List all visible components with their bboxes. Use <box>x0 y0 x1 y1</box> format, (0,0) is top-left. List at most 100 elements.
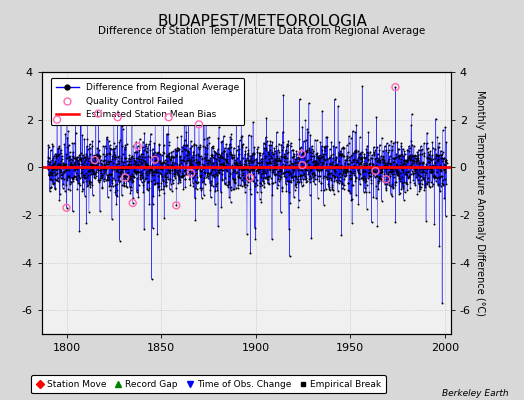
Point <box>110 164 118 171</box>
Point <box>262 147 270 154</box>
Point <box>273 185 281 191</box>
Point <box>84 155 93 161</box>
Point <box>108 156 116 163</box>
Point <box>105 170 113 177</box>
Point <box>213 172 222 178</box>
Point <box>347 169 356 175</box>
Point <box>353 168 362 175</box>
Point <box>56 167 64 173</box>
Point <box>184 152 192 158</box>
Point <box>203 145 211 151</box>
Point <box>170 171 178 178</box>
Point <box>356 151 365 157</box>
Point <box>374 157 383 164</box>
Point <box>373 144 381 150</box>
Point <box>357 148 366 155</box>
Point <box>414 157 422 164</box>
Point <box>391 178 399 185</box>
Point <box>368 161 376 167</box>
Point <box>386 160 394 166</box>
Point <box>398 165 406 171</box>
Point <box>239 140 247 147</box>
Point <box>317 154 325 160</box>
Point <box>222 159 230 165</box>
Point <box>123 173 132 180</box>
Point <box>340 182 348 188</box>
Point <box>430 174 438 181</box>
Point <box>250 151 258 158</box>
Point <box>150 152 159 158</box>
Point <box>198 168 206 174</box>
Point <box>159 159 168 165</box>
Point <box>215 166 224 172</box>
Point <box>129 143 137 150</box>
Point <box>300 155 309 162</box>
Point <box>373 223 381 229</box>
Point <box>157 166 165 172</box>
Point <box>283 178 291 184</box>
Point <box>54 161 63 168</box>
Point <box>181 176 189 182</box>
Point <box>160 190 169 196</box>
Point <box>290 152 298 159</box>
Point <box>253 158 261 165</box>
Point <box>312 154 321 160</box>
Point <box>271 157 279 163</box>
Point <box>235 175 244 182</box>
Point <box>318 180 326 187</box>
Point <box>97 172 106 178</box>
Point <box>214 157 223 164</box>
Point <box>283 141 291 147</box>
Point <box>60 168 68 175</box>
Point <box>346 168 354 174</box>
Point <box>249 119 257 125</box>
Point <box>342 172 350 178</box>
Point <box>219 162 227 169</box>
Point <box>163 174 171 180</box>
Point <box>113 161 121 167</box>
Point <box>181 142 190 148</box>
Point <box>47 169 55 176</box>
Point <box>335 178 344 184</box>
Point <box>357 156 366 162</box>
Point <box>280 152 288 159</box>
Point <box>434 182 443 188</box>
Point <box>315 157 323 164</box>
Point <box>156 151 165 157</box>
Point <box>377 176 385 182</box>
Point <box>370 152 378 158</box>
Point <box>408 160 417 166</box>
Point <box>377 176 386 182</box>
Point <box>116 168 125 174</box>
Point <box>225 180 234 187</box>
Point <box>308 153 316 159</box>
Point <box>151 180 160 186</box>
Point <box>340 176 348 182</box>
Point <box>179 171 187 178</box>
Point <box>226 134 234 140</box>
Point <box>328 160 336 167</box>
Point <box>361 185 369 192</box>
Point <box>58 152 66 159</box>
Point <box>185 159 194 166</box>
Point <box>197 168 205 174</box>
Point <box>417 184 425 191</box>
Point <box>146 154 154 160</box>
Point <box>55 164 63 171</box>
Point <box>402 157 411 164</box>
Point <box>409 153 418 159</box>
Point <box>357 160 365 167</box>
Point <box>103 174 112 180</box>
Point <box>275 178 283 184</box>
Point <box>184 157 193 163</box>
Point <box>62 151 70 157</box>
Point <box>403 175 412 181</box>
Point <box>96 167 105 174</box>
Point <box>384 171 392 177</box>
Point <box>412 166 420 172</box>
Point <box>239 166 247 172</box>
Point <box>217 177 226 183</box>
Point <box>364 175 372 181</box>
Point <box>405 148 413 154</box>
Point <box>302 159 311 166</box>
